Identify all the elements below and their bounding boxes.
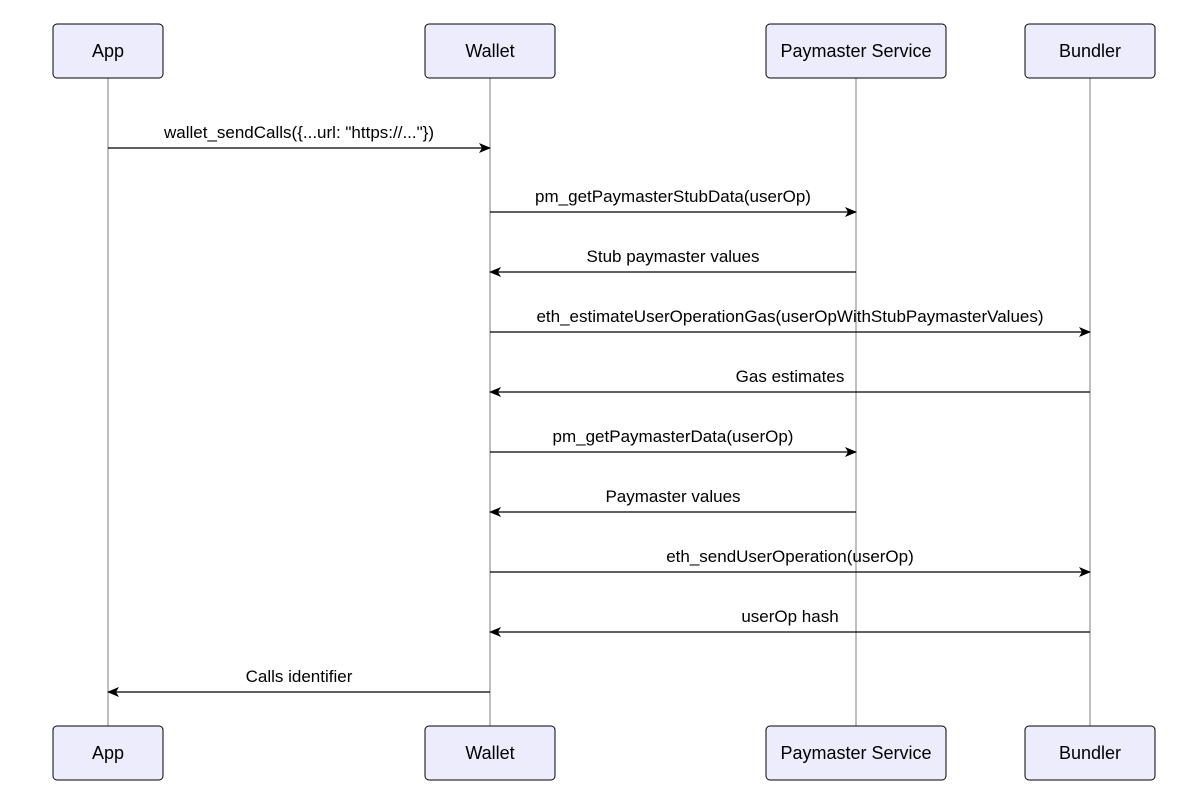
actor-label-app: App	[92, 743, 124, 763]
message-label-3: eth_estimateUserOperationGas(userOpWithS…	[536, 307, 1043, 326]
message-label-1: pm_getPaymasterStubData(userOp)	[535, 187, 811, 206]
message-label-0: wallet_sendCalls({...url: "https://..."}…	[163, 123, 434, 142]
actor-label-bundler: Bundler	[1059, 41, 1121, 61]
message-label-4: Gas estimates	[736, 367, 845, 386]
sequence-diagram: App Wallet Paymaster Service Bundler App Wal…	[0, 0, 1200, 804]
message-label-9: Calls identifier	[246, 667, 353, 686]
actor-label-wallet: Wallet	[465, 743, 514, 763]
message-label-2: Stub paymaster values	[587, 247, 760, 266]
message-label-6: Paymaster values	[605, 487, 740, 506]
actor-label-wallet: Wallet	[465, 41, 514, 61]
message-label-8: userOp hash	[741, 607, 838, 626]
actor-label-paymaster: Paymaster Service	[780, 41, 931, 61]
actor-label-app: App	[92, 41, 124, 61]
actor-label-bundler: Bundler	[1059, 743, 1121, 763]
message-label-5: pm_getPaymasterData(userOp)	[553, 427, 794, 446]
actor-label-paymaster: Paymaster Service	[780, 743, 931, 763]
message-label-7: eth_sendUserOperation(userOp)	[666, 547, 914, 566]
